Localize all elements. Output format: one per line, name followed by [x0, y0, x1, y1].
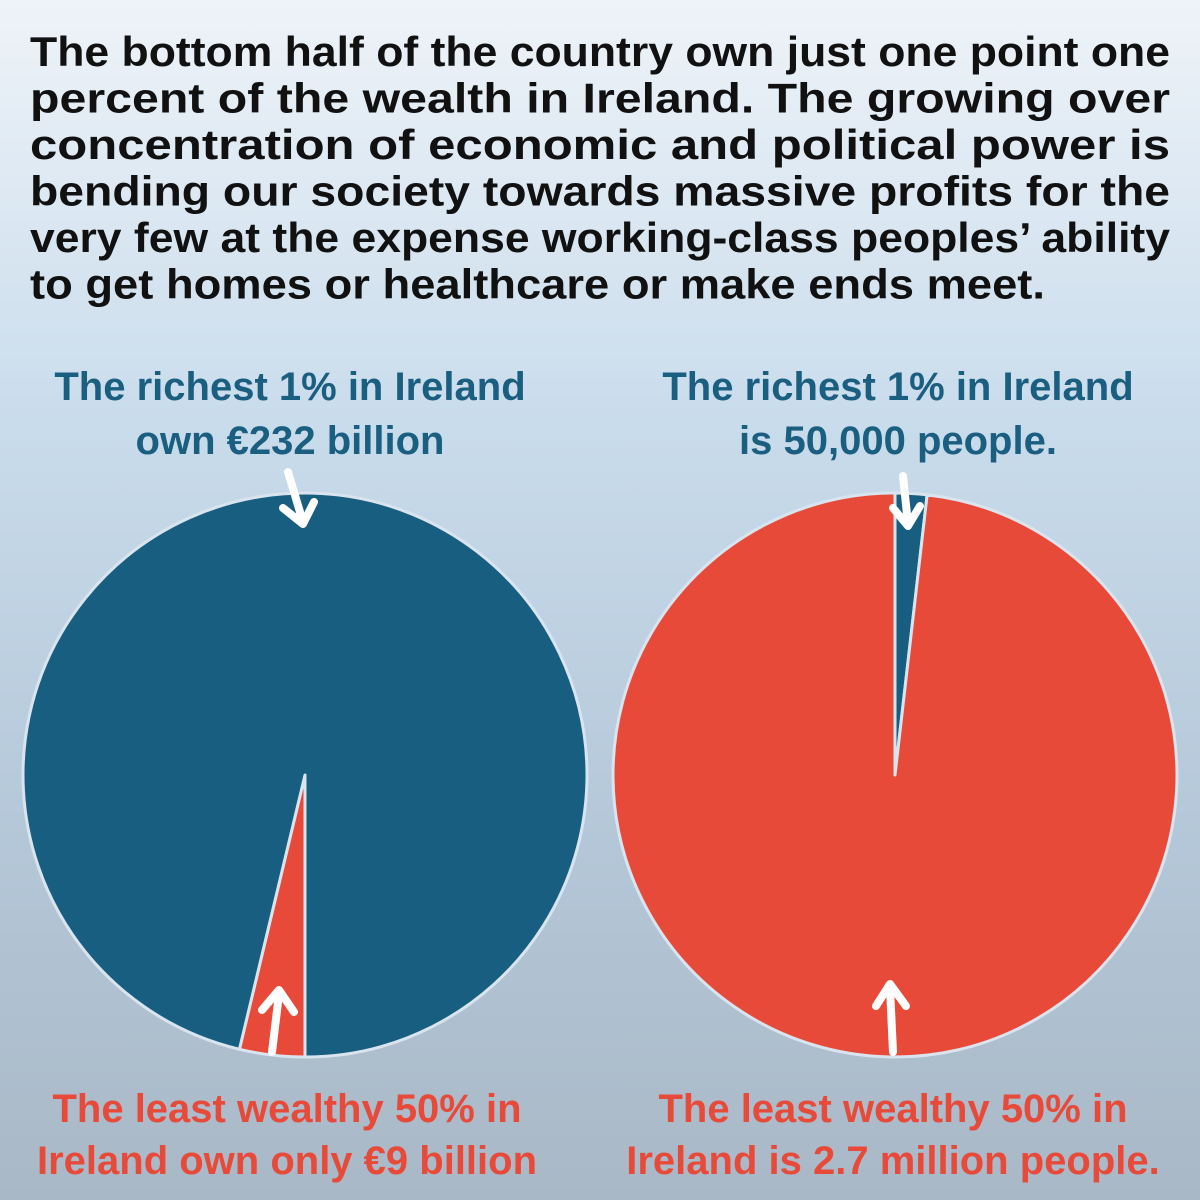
annotation-top: own €232 billion — [136, 419, 445, 463]
pie-slice — [21, 491, 589, 1059]
annotation-bottom: The least wealthy 50% in — [658, 1087, 1127, 1131]
annotation-top: The richest 1% in Ireland — [54, 365, 525, 409]
pie-slice — [611, 491, 1179, 1059]
arrow — [258, 986, 298, 1056]
headline-line: bending our society towards massive prof… — [30, 168, 1170, 215]
annotation-top: The richest 1% in Ireland — [662, 365, 1133, 409]
annotation-top: is 50,000 people. — [739, 419, 1057, 463]
headline-line: The bottom half of the country own just … — [30, 28, 1170, 75]
headline-line: percent of the wealth in Ireland. The gr… — [30, 75, 1170, 122]
arrow — [279, 468, 318, 528]
headline-line: to get homes or healthcare or make ends … — [30, 261, 1045, 308]
annotation-bottom: The least wealthy 50% in — [52, 1087, 521, 1131]
arrow — [872, 980, 910, 1056]
headline-line: very few at the expense working-class pe… — [30, 214, 1171, 261]
headline-line: concentration of economic and political … — [30, 121, 1170, 168]
arrow — [889, 472, 924, 530]
annotation-bottom: Ireland own only €9 billion — [37, 1139, 537, 1183]
annotation-bottom: Ireland is 2.7 million people. — [626, 1139, 1159, 1183]
arrows — [258, 468, 924, 1056]
